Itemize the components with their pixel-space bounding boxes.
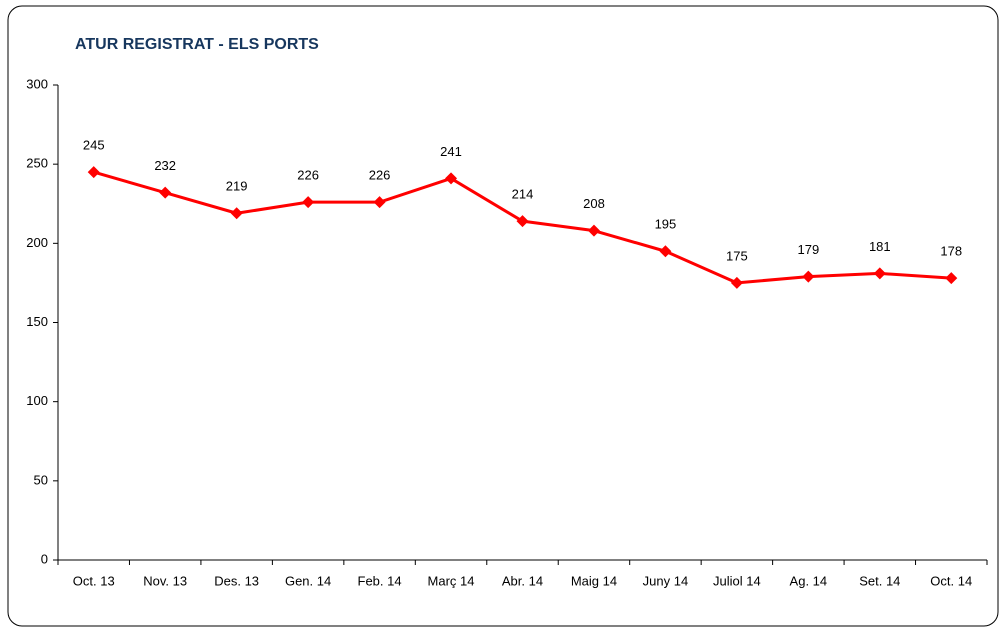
y-tick-label: 100 [26, 393, 48, 408]
x-tick-label: Feb. 14 [358, 573, 402, 588]
chart-frame [7, 5, 999, 627]
x-tick-label: Abr. 14 [502, 573, 543, 588]
data-marker [302, 196, 315, 209]
data-label: 175 [726, 248, 748, 263]
data-marker [802, 270, 815, 283]
y-tick-label: 50 [34, 472, 48, 487]
y-tick-label: 250 [26, 156, 48, 171]
data-label: 226 [297, 168, 319, 183]
x-tick-label: Oct. 14 [930, 573, 972, 588]
x-tick-label: Juliol 14 [713, 573, 761, 588]
y-tick-label: 150 [26, 314, 48, 329]
data-marker [445, 172, 458, 185]
data-label: 245 [83, 138, 105, 153]
data-marker [587, 224, 600, 237]
data-label: 232 [154, 158, 176, 173]
data-label: 241 [440, 144, 462, 159]
data-label: 179 [797, 242, 819, 257]
data-marker [159, 186, 172, 199]
data-marker [873, 267, 886, 280]
data-marker [373, 196, 386, 209]
x-tick-label: Juny 14 [643, 573, 689, 588]
data-marker [87, 166, 100, 179]
x-tick-label: Oct. 13 [73, 573, 115, 588]
data-label: 181 [869, 239, 891, 254]
data-label: 208 [583, 196, 605, 211]
data-marker [230, 207, 243, 220]
x-tick-label: Maig 14 [571, 573, 617, 588]
x-tick-label: Set. 14 [859, 573, 900, 588]
data-marker [730, 276, 743, 289]
x-tick-label: Gen. 14 [285, 573, 331, 588]
data-label: 226 [369, 168, 391, 183]
data-marker [945, 272, 958, 285]
y-tick-label: 0 [41, 551, 48, 566]
x-tick-label: Març 14 [428, 573, 475, 588]
data-marker [516, 215, 529, 228]
y-tick-label: 200 [26, 235, 48, 250]
x-tick-label: Ag. 14 [790, 573, 828, 588]
x-tick-label: Nov. 13 [143, 573, 187, 588]
data-label: 195 [655, 217, 677, 232]
y-tick-label: 300 [26, 76, 48, 91]
data-marker [659, 245, 672, 258]
x-tick-label: Des. 13 [214, 573, 259, 588]
data-label: 219 [226, 179, 248, 194]
data-label: 178 [940, 244, 962, 259]
chart-title: ATUR REGISTRAT - ELS PORTS [75, 36, 319, 53]
data-label: 214 [512, 187, 534, 202]
